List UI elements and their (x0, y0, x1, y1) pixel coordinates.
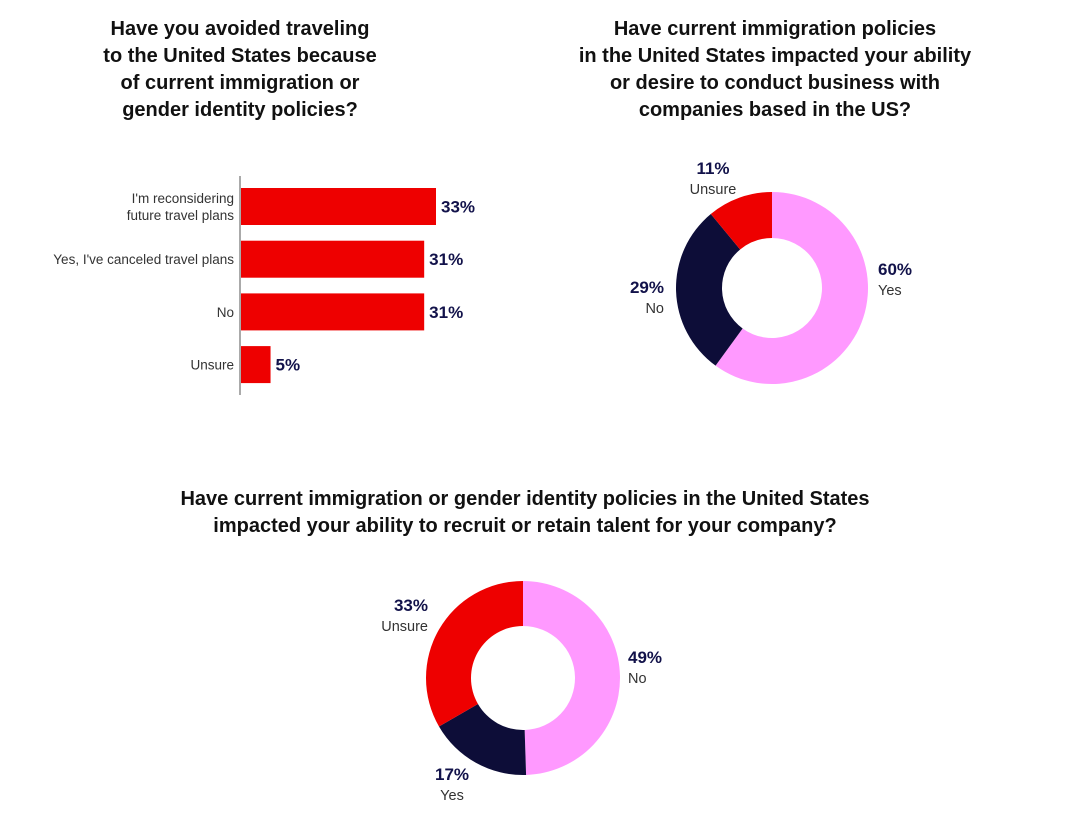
bar-value-label: 33% (441, 198, 475, 217)
donut-value-label: 11% (696, 159, 729, 178)
donut-category-label: Yes (878, 283, 902, 299)
donut-slice (426, 581, 524, 727)
bar-value-label: 31% (429, 250, 463, 269)
donut-value-label: 29% (630, 278, 664, 297)
bar-category-label: Unsure (190, 358, 234, 373)
bar (241, 293, 425, 331)
donut-value-label: 49% (628, 648, 662, 667)
bar-category-label: future travel plans (127, 208, 235, 223)
donut-category-label: Unsure (690, 182, 737, 198)
bar (241, 188, 436, 225)
bar-value-label: 31% (429, 303, 463, 322)
bar-value-label: 5% (276, 356, 301, 375)
bar (241, 346, 271, 384)
donut-category-label: No (645, 301, 664, 317)
donut-chart-1-title: Have current immigration policies in the… (578, 18, 972, 121)
bar-chart-title: Have you avoided traveling to the United… (103, 18, 377, 121)
bar-category-label: Yes, I've canceled travel plans (53, 252, 234, 267)
donut-category-label: Unsure (381, 619, 428, 635)
donut-category-label: Yes (440, 788, 464, 804)
donut-chart-2-title: Have current immigration or gender ident… (180, 488, 870, 537)
donut-slice (715, 192, 869, 385)
bar-category-label: I'm reconsidering (132, 191, 234, 206)
donut-slice (523, 581, 621, 775)
donut-category-label: No (628, 671, 647, 687)
donut-slice (676, 214, 743, 366)
donut-slice (710, 192, 772, 250)
donut-slice (438, 704, 527, 775)
donut-value-label: 33% (394, 596, 428, 615)
bar-category-label: No (217, 305, 234, 320)
donut-value-label: 60% (878, 260, 912, 279)
donut-value-label: 17% (435, 765, 469, 784)
bar (241, 240, 425, 278)
